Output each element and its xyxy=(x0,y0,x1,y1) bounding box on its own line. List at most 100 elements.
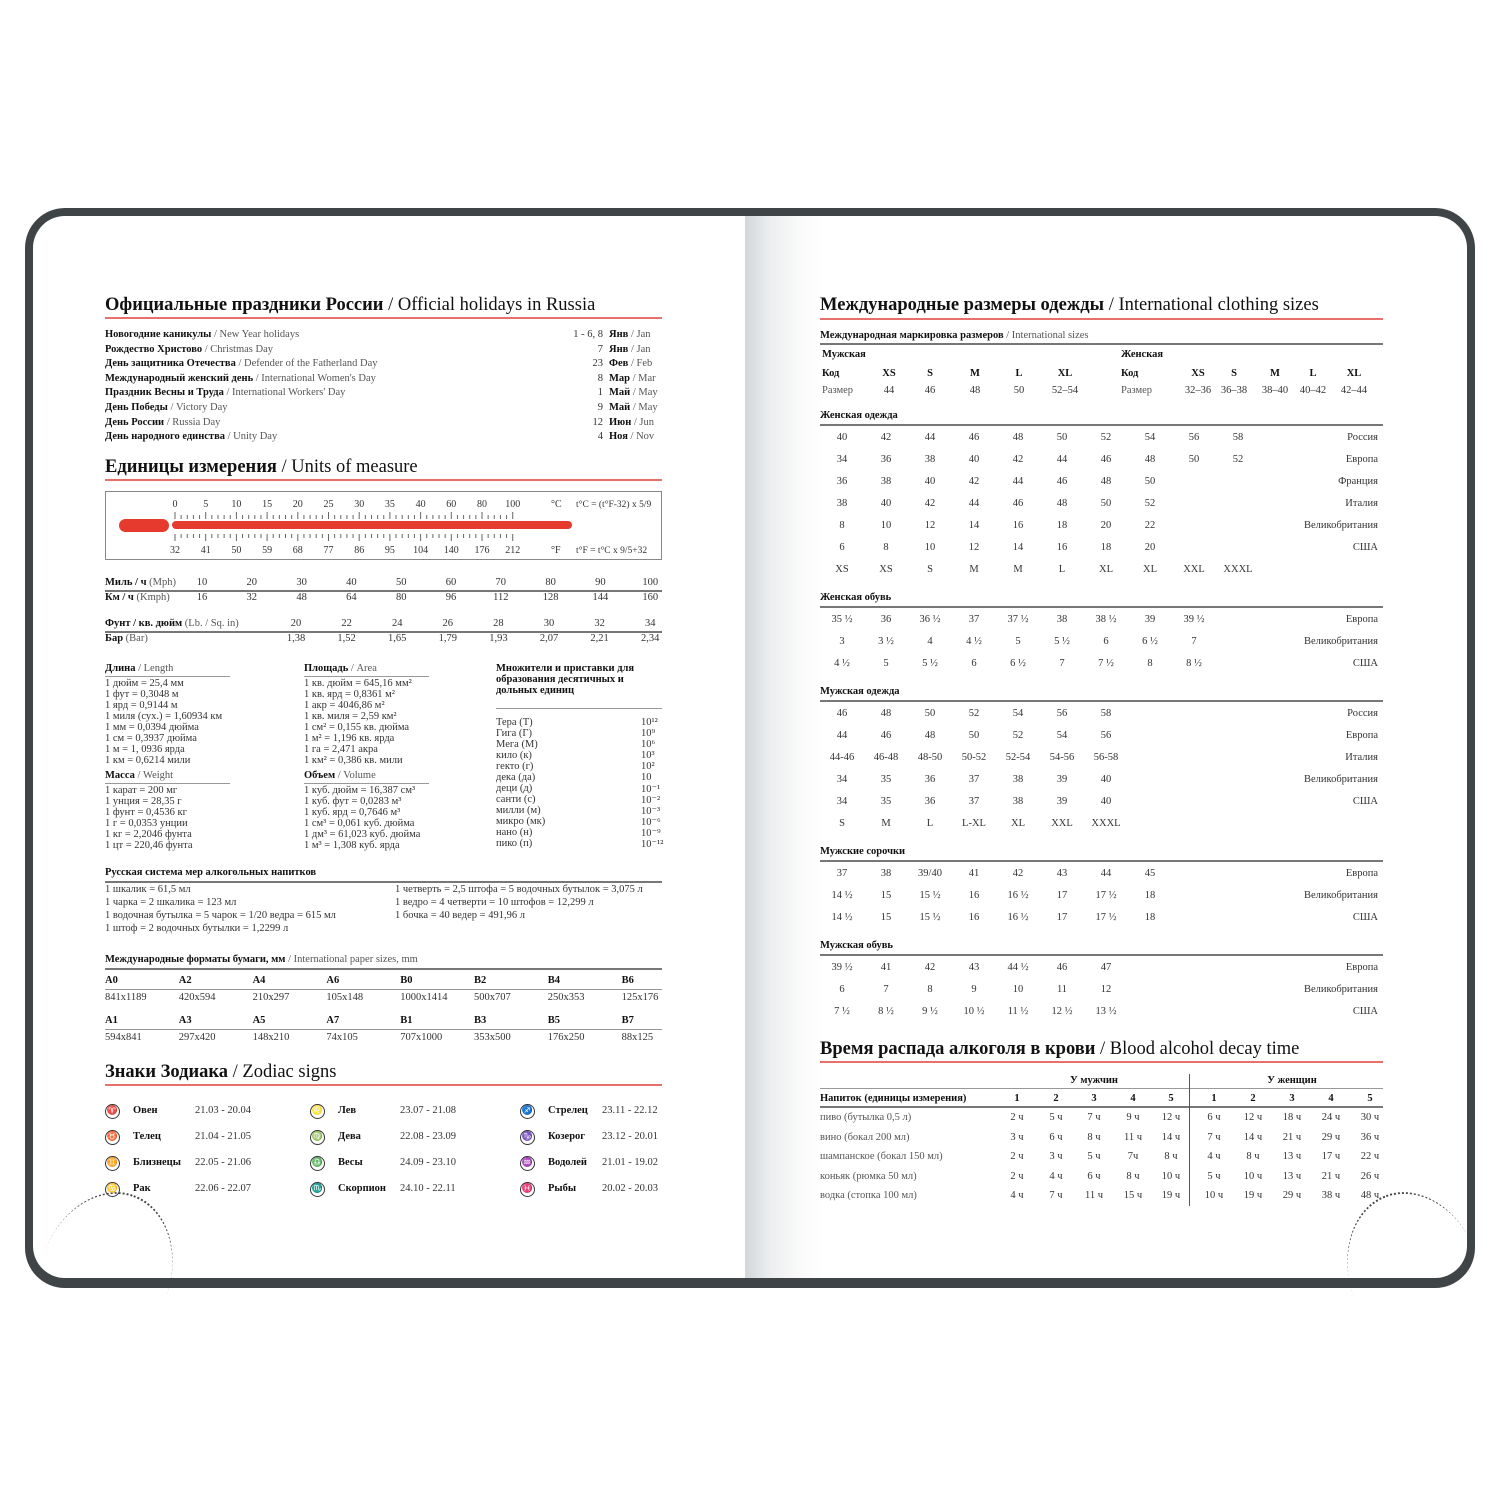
label-en: / Volume xyxy=(335,770,376,781)
alcohol-measures-title: Русская система мер алкогольных напитков xyxy=(105,867,317,878)
fahrenheit-tick-label: 50 xyxy=(231,545,241,556)
prefix-factor: 10 xyxy=(641,772,652,783)
size-value: M xyxy=(1013,564,1023,575)
divider xyxy=(820,343,1383,345)
size-value: 58 xyxy=(1100,708,1112,719)
size-value: XXL xyxy=(1183,564,1205,575)
psi-value: 22 xyxy=(341,618,352,629)
psi-value: 28 xyxy=(493,618,504,629)
country-label: Россия xyxy=(1347,708,1378,719)
prefix-name: кило (к) xyxy=(496,750,532,761)
men-hours: 10 ч xyxy=(1161,1170,1181,1182)
divider xyxy=(820,318,1383,320)
celsius-tick-label: 0 xyxy=(173,499,178,510)
size-value: 39 xyxy=(1144,614,1156,625)
size-value: XS xyxy=(879,564,893,575)
size-code: S xyxy=(927,368,933,379)
size-value: XL xyxy=(1143,564,1157,575)
size-value: 40 xyxy=(1100,796,1112,807)
country-label: Европа xyxy=(1345,962,1378,973)
men-label: У мужчин xyxy=(1070,1075,1118,1086)
zodiac-dates: 20.02 - 20.03 xyxy=(602,1183,658,1194)
psi-value: 32 xyxy=(594,618,605,629)
men-hours: 5 ч xyxy=(1087,1151,1101,1162)
size-value: 44 xyxy=(924,432,936,443)
code-label: Код xyxy=(822,368,840,379)
mph-label: Миль / ч (Mph) xyxy=(105,577,176,588)
paper-format: B6 xyxy=(621,975,634,986)
women-hours: 19 ч xyxy=(1243,1190,1263,1201)
paper-size: 500x707 xyxy=(474,992,511,1003)
size-value: 54 xyxy=(1056,730,1068,741)
size-value: 37 xyxy=(968,796,980,807)
country-label: Европа xyxy=(1345,454,1378,465)
paper-format: B5 xyxy=(547,1015,561,1026)
size-value: 7 xyxy=(1059,658,1065,669)
label-en: (Mph) xyxy=(146,577,176,588)
weight-title: Масса / Weight xyxy=(105,770,173,781)
volume-item: 1 куб. дюйм = 16,387 см³ xyxy=(304,785,416,796)
intl-sizes-heading: Международная маркировка размеров / Inte… xyxy=(820,330,1089,341)
bar-value: 1,79 xyxy=(438,633,457,644)
women-column-header: 3 xyxy=(1289,1093,1295,1104)
size-value: 38 xyxy=(880,476,892,487)
fahrenheit-tick-label: 95 xyxy=(385,545,395,556)
size-value: 11 xyxy=(1056,984,1068,995)
paper-format: B3 xyxy=(474,1015,487,1026)
paper-format: B1 xyxy=(400,1015,413,1026)
women-hours: 48 ч xyxy=(1360,1190,1380,1201)
size-value: 17 ½ xyxy=(1095,890,1117,901)
paper-format: B2 xyxy=(474,975,487,986)
divider xyxy=(820,954,1383,956)
prefix-factor: 10⁻⁹ xyxy=(641,828,661,839)
mph-value: 80 xyxy=(545,577,556,588)
alcohol-measure-item: 1 штоф = 2 водочных бутылки = 1,2299 л xyxy=(105,923,289,934)
size-value: 37 xyxy=(836,868,848,879)
paper-size: 210x297 xyxy=(252,992,290,1003)
kmh-value: 64 xyxy=(346,592,357,603)
fahrenheit-tick-label: 140 xyxy=(444,545,459,556)
size-value: 39 ½ xyxy=(1183,614,1205,625)
size-value: 34 xyxy=(836,774,848,785)
size-value: 46 xyxy=(880,730,892,741)
size-value: 8 ½ xyxy=(878,1006,894,1017)
prefixes-title: Множители и приставки для образования де… xyxy=(496,663,635,696)
size-value: 14 xyxy=(1012,542,1024,553)
zodiac-dates: 24.10 - 22.11 xyxy=(400,1183,456,1194)
label-ru: Длина xyxy=(105,663,136,674)
weight-item: 1 кг = 2,2046 фунта xyxy=(105,829,192,840)
zodiac-dates: 21.01 - 19.02 xyxy=(602,1157,658,1168)
men-column-header: 4 xyxy=(1130,1093,1136,1104)
size-value: 9 ½ xyxy=(922,1006,938,1017)
zodiac-name: Рыбы xyxy=(548,1183,577,1194)
fahrenheit-tick-label: 77 xyxy=(324,545,334,556)
prefix-factor: 10¹² xyxy=(641,717,658,728)
paper-size: 420x594 xyxy=(178,992,216,1003)
size-value: 44-46 xyxy=(829,752,855,763)
prefix-name: Гига (Г) xyxy=(496,728,532,739)
column-divider xyxy=(1189,1074,1190,1206)
paper-format: B4 xyxy=(547,975,561,986)
size-value: L xyxy=(926,818,934,829)
area-item: 1 акр = 4046,86 м² xyxy=(304,700,385,711)
zodiac-name: Дева xyxy=(338,1131,361,1142)
size-value: 50 xyxy=(1056,432,1068,443)
paper-format: A1 xyxy=(105,1015,118,1026)
size-value: 3 ½ xyxy=(878,636,894,647)
grid-title: Мужская обувь xyxy=(820,940,893,951)
men-hours: 15 ч xyxy=(1123,1190,1143,1201)
paper-size: 841x1189 xyxy=(105,992,147,1003)
women-hours: 12 ч xyxy=(1243,1112,1263,1123)
size-value: 48 xyxy=(924,730,936,741)
mph-value: 30 xyxy=(296,577,307,588)
holiday-day: 1 xyxy=(597,387,603,399)
length-item: 1 мм = 0,0394 дюйма xyxy=(105,722,199,733)
holiday-day: 1 - 6, 8 xyxy=(573,329,603,340)
size-value: 47 xyxy=(1100,962,1112,973)
units-heading: Единицы измерения / Units of measure xyxy=(105,457,418,477)
prefix-name: санти (с) xyxy=(496,794,536,805)
size-value: 8 xyxy=(1147,658,1153,669)
weight-item: 1 цт = 220,46 фунта xyxy=(105,840,193,851)
size-value: 7 xyxy=(883,984,889,995)
women-label: У женщин xyxy=(1267,1075,1317,1086)
